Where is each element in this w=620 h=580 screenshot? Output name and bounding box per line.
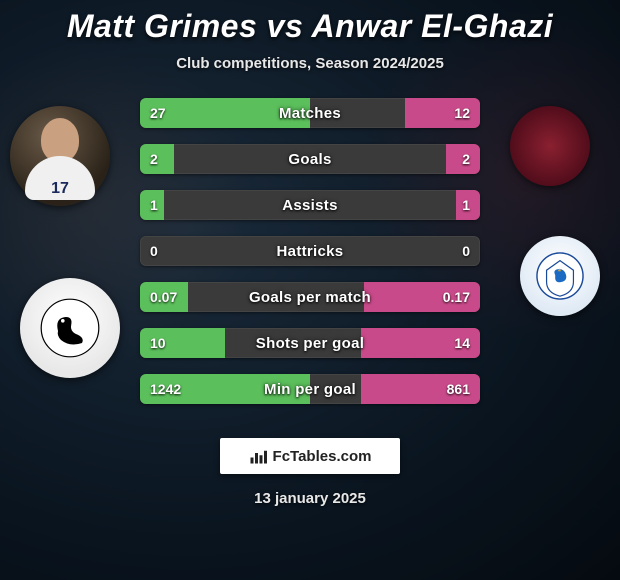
player2-avatar xyxy=(510,106,590,186)
comparison-arena: 17 2712Matches 22Goals 11Assists 00Hattrick… xyxy=(0,90,620,420)
stat-row: 0.070.17Goals per match xyxy=(140,282,480,312)
stat-label: Goals xyxy=(140,144,480,174)
branding-text: FcTables.com xyxy=(273,448,372,465)
stat-label: Hattricks xyxy=(140,236,480,266)
subtitle: Club competitions, Season 2024/2025 xyxy=(0,55,620,72)
stat-row: 11Assists xyxy=(140,190,480,220)
date-text: 13 january 2025 xyxy=(0,490,620,507)
bluebird-icon xyxy=(536,252,584,300)
page-title: Matt Grimes vs Anwar El-Ghazi xyxy=(0,0,620,45)
stat-row: 00Hattricks xyxy=(140,236,480,266)
stat-row: 22Goals xyxy=(140,144,480,174)
stat-bars: 2712Matches 22Goals 11Assists 00Hattricks 0.… xyxy=(140,98,480,404)
title-player1: Matt Grimes xyxy=(67,8,257,44)
chart-icon xyxy=(249,447,267,465)
player2-club-crest xyxy=(520,236,600,316)
stat-label: Shots per goal xyxy=(140,328,480,358)
stat-label: Min per goal xyxy=(140,374,480,404)
player1-avatar: 17 xyxy=(10,106,110,206)
stat-label: Assists xyxy=(140,190,480,220)
title-vs: vs xyxy=(267,8,304,44)
player1-jersey-number: 17 xyxy=(51,180,69,198)
stat-label: Matches xyxy=(140,98,480,128)
stat-row: 1242861Min per goal xyxy=(140,374,480,404)
title-player2: Anwar El-Ghazi xyxy=(311,8,553,44)
swan-icon xyxy=(40,298,100,358)
stat-label: Goals per match xyxy=(140,282,480,312)
stat-row: 1014Shots per goal xyxy=(140,328,480,358)
stat-row: 2712Matches xyxy=(140,98,480,128)
player1-club-crest xyxy=(20,278,120,378)
content-root: Matt Grimes vs Anwar El-Ghazi Club compe… xyxy=(0,0,620,580)
branding-badge[interactable]: FcTables.com xyxy=(220,438,400,474)
